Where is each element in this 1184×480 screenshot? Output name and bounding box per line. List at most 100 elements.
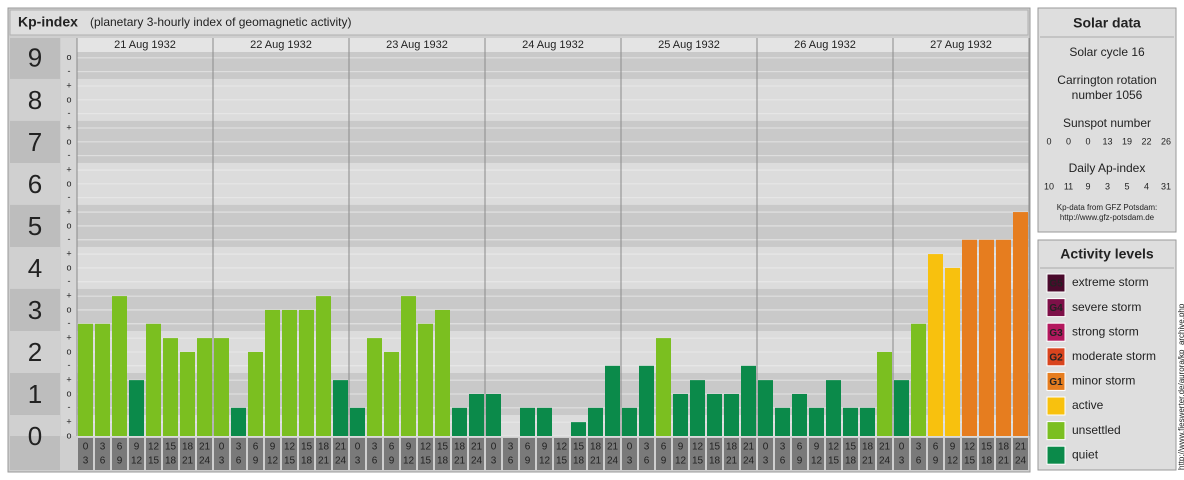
bar — [282, 309, 297, 436]
kp-label-band — [10, 38, 60, 79]
x-tick-label: 12 — [947, 456, 959, 467]
legend-swatch — [1046, 347, 1066, 367]
legend-label: active — [1072, 398, 1104, 412]
ap-index: 10 — [1044, 181, 1054, 191]
slot-label-box — [945, 438, 960, 470]
day-label: 27 Aug 1932 — [930, 39, 992, 51]
x-tick-label: 21 — [471, 442, 483, 453]
x-tick-label: 9 — [134, 442, 140, 453]
bar — [367, 338, 382, 436]
bar — [163, 338, 178, 436]
solar-data-panel — [1037, 7, 1177, 233]
bar — [214, 338, 229, 436]
x-tick-label: 18 — [318, 442, 330, 453]
bar — [724, 393, 739, 436]
kp-label-band — [10, 414, 60, 436]
x-tick-label: 6 — [644, 456, 650, 467]
y-subtick-label: + — [66, 122, 71, 132]
x-tick-label: 18 — [182, 442, 194, 453]
bar — [843, 407, 858, 436]
y-subtick-label: - — [68, 276, 71, 286]
legend-label: minor storm — [1072, 374, 1135, 388]
kp-label-band — [10, 120, 60, 163]
x-tick-label: 3 — [100, 442, 106, 453]
x-tick-label: 6 — [780, 456, 786, 467]
x-tick-label: 15 — [828, 456, 840, 467]
day-label: 22 Aug 1932 — [250, 39, 312, 51]
bar — [129, 380, 144, 436]
bar — [945, 267, 960, 436]
x-tick-label: 3 — [899, 456, 905, 467]
bar — [520, 407, 535, 436]
bar — [707, 393, 722, 436]
slot-label-box — [741, 438, 756, 470]
legend-swatch — [1046, 396, 1066, 416]
x-tick-label: 6 — [389, 442, 395, 453]
slot-label-box — [129, 438, 144, 470]
x-tick-label: 12 — [811, 456, 823, 467]
y-tick-label: 6 — [28, 169, 42, 199]
bar — [656, 338, 671, 436]
x-tick-label: 3 — [780, 442, 786, 453]
bar — [265, 309, 280, 436]
bar — [435, 309, 450, 436]
bar — [299, 309, 314, 436]
bar — [384, 351, 399, 436]
bar — [741, 365, 756, 436]
ap-index: 11 — [1064, 181, 1073, 191]
sunspot-number: 0 — [1046, 136, 1051, 146]
slot-label-box — [520, 438, 535, 470]
sunspot-number: 26 — [1161, 136, 1171, 146]
x-tick-label: 15 — [148, 456, 160, 467]
x-tick-label: 6 — [236, 456, 242, 467]
solar-cycle: Solar cycle 16 — [1069, 45, 1145, 59]
slot-label-box — [724, 438, 739, 470]
x-tick-label: 0 — [763, 442, 769, 453]
x-tick-label: 6 — [508, 456, 514, 467]
title-bar — [9, 9, 1029, 36]
x-tick-label: 9 — [389, 456, 395, 467]
slot-label-box — [775, 438, 790, 470]
slot-label-box — [197, 438, 212, 470]
bar — [588, 407, 603, 436]
bar — [894, 380, 909, 436]
bar — [197, 338, 212, 436]
slot-label-box — [78, 438, 93, 470]
x-tick-label: 12 — [403, 456, 415, 467]
x-tick-label: 21 — [607, 442, 619, 453]
sunspot-number: 19 — [1122, 136, 1132, 146]
x-tick-label: 0 — [627, 442, 633, 453]
x-tick-label: 9 — [270, 442, 276, 453]
x-tick-label: 9 — [542, 442, 548, 453]
bar — [231, 407, 246, 436]
y-subtick-label: o — [66, 346, 71, 356]
legend-swatch — [1046, 273, 1066, 293]
bar — [571, 422, 586, 436]
slot-label-box — [435, 438, 450, 470]
slot-label-box — [367, 438, 382, 470]
x-tick-label: 9 — [253, 456, 259, 467]
day-label: 23 Aug 1932 — [386, 39, 448, 51]
y-subtick-label: - — [68, 150, 71, 160]
bar — [860, 407, 875, 436]
legend-label: strong storm — [1072, 324, 1139, 338]
x-tick-label: 18 — [590, 442, 602, 453]
x-tick-label: 6 — [916, 456, 922, 467]
slot-label-box — [690, 438, 705, 470]
bar — [78, 323, 93, 436]
sunspot-title: Sunspot number — [1063, 116, 1151, 130]
slot-label-box — [826, 438, 841, 470]
slot-label-box — [486, 438, 501, 470]
y-subtick-label: + — [66, 417, 71, 427]
x-tick-label: 21 — [199, 442, 211, 453]
y-tick-label: 7 — [28, 127, 42, 157]
x-tick-label: 15 — [420, 456, 432, 467]
bar — [622, 407, 637, 436]
x-tick-label: 18 — [709, 456, 721, 467]
y-subtick-label: + — [66, 332, 71, 342]
y-tick-label: 2 — [28, 337, 42, 367]
x-tick-label: 3 — [219, 456, 225, 467]
x-tick-label: 6 — [117, 442, 123, 453]
bar — [1013, 212, 1028, 436]
